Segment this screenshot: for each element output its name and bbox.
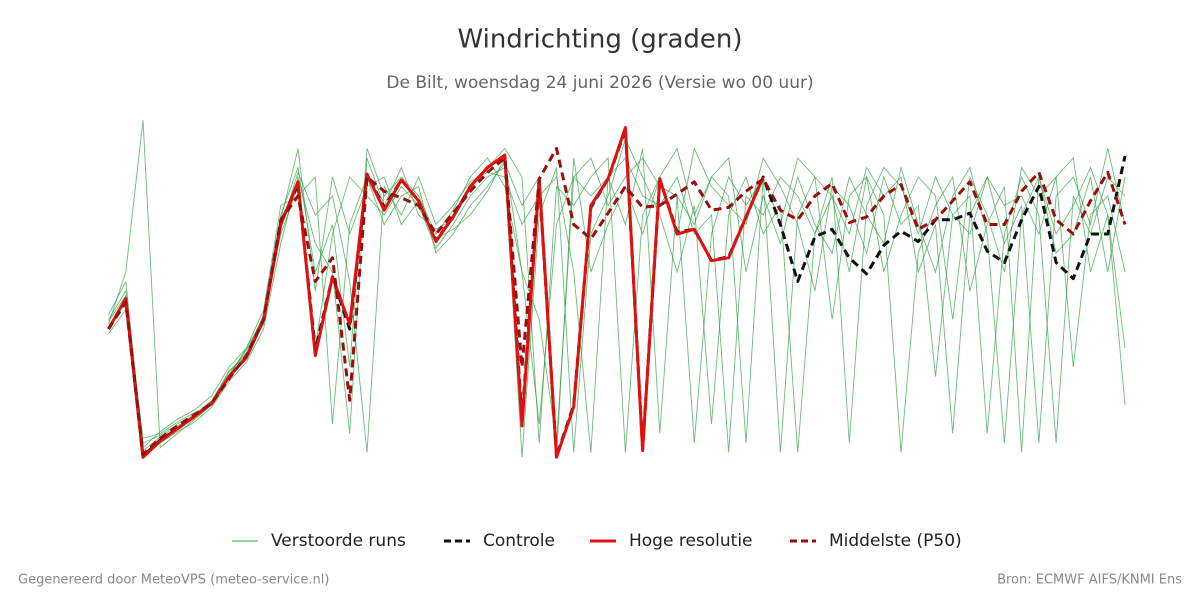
chart-title: Windrichting (graden) (457, 25, 742, 55)
legend-label: Hoge resolutie (629, 531, 753, 551)
ensemble-line (108, 147, 1126, 454)
series-line (107, 147, 1127, 456)
ensemble-line (108, 147, 1126, 458)
legend: Verstoorde runs Controle Hoge resolutie Mid… (232, 531, 962, 551)
footer-left: Gegenereerd door MeteoVPS (meteo-service… (18, 573, 329, 588)
legend-label: Middelste (P50) (829, 531, 962, 551)
legend-label: Controle (483, 531, 555, 551)
footer-right: Bron: ECMWF AIFS/KNMI Ens (997, 573, 1182, 588)
ensemble-line (108, 119, 1126, 449)
chart-subtitle: De Bilt, woensdag 24 juni 2026 (Versie w… (386, 73, 813, 93)
series-line (107, 126, 765, 459)
legend-label: Verstoorde runs (271, 531, 406, 551)
lines (107, 119, 1127, 459)
